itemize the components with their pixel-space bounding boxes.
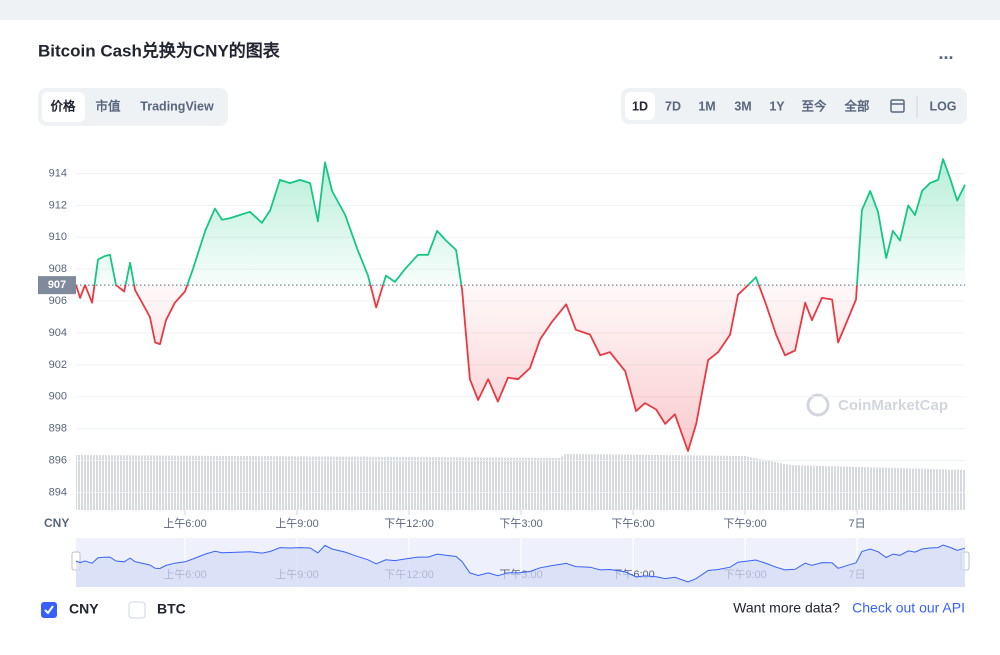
- footer-text: Want more data?: [733, 600, 840, 616]
- range-button[interactable]: 1Y: [769, 99, 785, 113]
- range-button[interactable]: 7D: [665, 99, 681, 113]
- calendar-icon[interactable]: [890, 99, 905, 113]
- nav-area: [76, 545, 965, 587]
- tab-selected: [42, 92, 85, 122]
- check-mark: [44, 605, 54, 615]
- y-tick-label: 904: [49, 327, 67, 339]
- range-button[interactable]: 至今: [801, 98, 827, 113]
- baseline-label: 907: [48, 279, 66, 291]
- tab[interactable]: 价格: [50, 98, 76, 113]
- y-tick-label: 898: [49, 423, 67, 435]
- y-tick-label: 896: [49, 454, 67, 466]
- range-button[interactable]: 1M: [698, 99, 715, 113]
- top-strip: [0, 0, 1000, 20]
- range-button[interactable]: 1D: [632, 99, 648, 113]
- y-tick-label: 894: [49, 486, 67, 498]
- range-selected: [625, 92, 655, 120]
- y-tick-label: 900: [49, 391, 67, 403]
- y-tick-label: 914: [49, 167, 67, 179]
- baseline-label-bg: [38, 276, 76, 295]
- range-button[interactable]: 3M: [734, 99, 751, 113]
- y-tick-label: 910: [49, 231, 67, 243]
- legend-label: BTC: [157, 601, 186, 617]
- x-tick-label: 7日: [849, 518, 866, 530]
- x-tick-label: 下午9:00: [723, 517, 766, 530]
- log-button[interactable]: LOG: [929, 99, 956, 113]
- x-tick-label: 上午9:00: [275, 517, 318, 530]
- tab[interactable]: 市值: [95, 98, 121, 113]
- volume-bars: [76, 454, 965, 510]
- x-tick-label: 下午12:00: [384, 517, 434, 530]
- tab-group: [38, 88, 228, 126]
- y-tick-label: 902: [49, 359, 67, 371]
- range-group: [621, 88, 967, 124]
- tab[interactable]: TradingView: [140, 99, 214, 113]
- legend-label: CNY: [69, 601, 99, 617]
- chart-title: Bitcoin Cash兑换为CNY的图表: [38, 40, 281, 60]
- price-line: [75, 158, 966, 452]
- axis-currency: CNY: [44, 516, 69, 530]
- x-tick-label: 上午6:00: [163, 517, 206, 530]
- range-button[interactable]: 全部: [843, 98, 870, 113]
- price-area: [76, 159, 965, 451]
- x-tick-label: 下午6:00: [611, 517, 654, 530]
- nav-line: [75, 544, 966, 583]
- footer-link[interactable]: Check out our API: [852, 600, 965, 616]
- more-menu[interactable]: ...: [938, 43, 953, 63]
- y-tick-label: 912: [49, 199, 67, 211]
- y-tick-label: 908: [49, 263, 67, 275]
- watermark: CoinMarketCap: [806, 393, 948, 417]
- watermark-text: CoinMarketCap: [838, 397, 948, 414]
- x-tick-label: 下午3:00: [499, 517, 542, 530]
- checkbox[interactable]: [128, 601, 146, 619]
- y-tick-label: 906: [49, 295, 67, 307]
